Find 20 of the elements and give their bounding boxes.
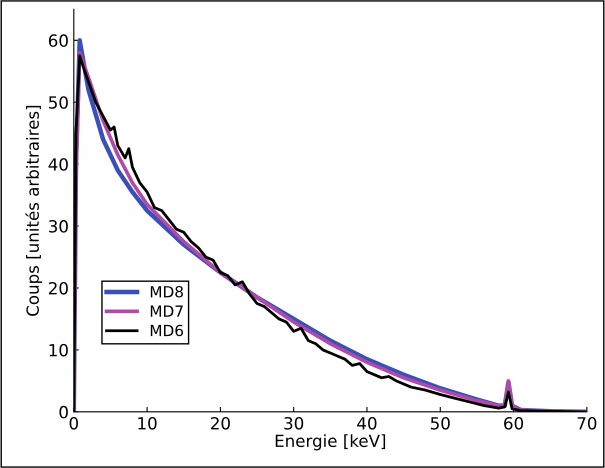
y-tick-label: 50 <box>49 96 68 109</box>
y-tick-label: 10 <box>50 344 68 356</box>
y-tick-label: 60 <box>48 34 68 47</box>
x-tick-label: 0 <box>70 416 78 430</box>
y-tick-label: 20 <box>48 282 68 295</box>
legend-label: MD6 <box>150 324 184 336</box>
x-tick-label: 50 <box>430 416 450 430</box>
y-axis-title: Coups [unités arbitraires] <box>25 106 42 316</box>
x-tick-label: 20 <box>211 416 230 430</box>
x-tick-label: 10 <box>138 416 157 430</box>
legend-label: MD8 <box>150 286 183 298</box>
x-tick-label: 60 <box>504 416 524 430</box>
x-tick-label: 70 <box>578 416 596 430</box>
y-tick-label: 0 <box>59 406 68 418</box>
x-tick-label: 40 <box>357 416 376 430</box>
x-tick-label: 30 <box>284 416 304 430</box>
legend-label: MD7 <box>150 306 183 317</box>
y-tick-label: 40 <box>48 158 68 171</box>
x-axis-title: Energie [keV] <box>276 434 386 450</box>
y-tick-label: 30 <box>49 220 68 233</box>
